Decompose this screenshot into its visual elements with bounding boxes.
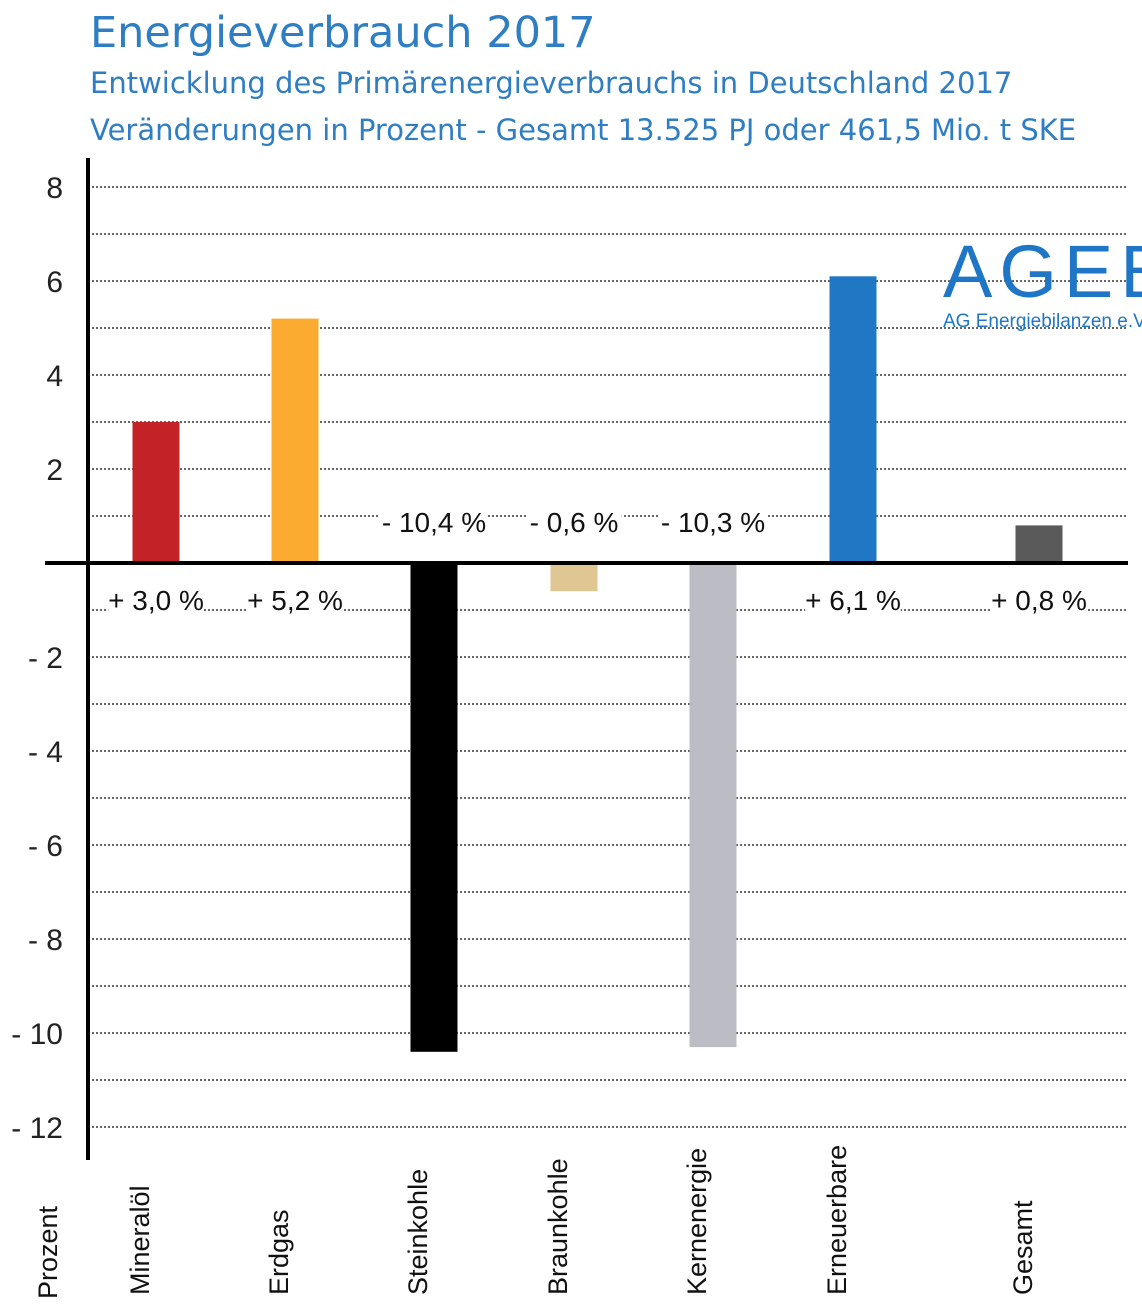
category-label: Kernenergie (682, 1148, 712, 1295)
data-label-background (659, 506, 767, 540)
data-label: - 10,3 % (661, 507, 765, 538)
y-tick-label: - 12 (11, 1112, 63, 1145)
chart-subtitle-1: Entwicklung des Primärenergieverbrauchs … (90, 66, 1013, 100)
data-label: + 3,0 % (108, 585, 204, 616)
data-label: - 0,6 % (530, 507, 619, 538)
category-labels: Mineralöl Erdgas Steinkohle Braunkohle Kerne… (125, 1145, 1038, 1295)
bar (1015, 525, 1063, 563)
y-tick-label: - 2 (28, 642, 63, 675)
data-label: + 0,8 % (991, 585, 1087, 616)
bar (132, 422, 180, 563)
category-label: Erneuerbare (822, 1145, 852, 1295)
chart-subtitle-2: Veränderungen in Prozent - Gesamt 13.525… (90, 113, 1077, 147)
chart-title: Energieverbrauch 2017 (90, 8, 596, 58)
data-label: - 10,4 % (382, 507, 486, 538)
y-tick-label: 8 (46, 172, 63, 205)
data-label-background (247, 584, 343, 618)
y-tick-label: 2 (46, 454, 63, 487)
data-label: + 5,2 % (247, 585, 343, 616)
y-tick-label: 6 (46, 266, 63, 299)
category-label: Erdgas (264, 1209, 294, 1295)
bar (410, 563, 458, 1052)
y-tick-label: - 4 (28, 736, 63, 769)
y-tick-label: 4 (46, 360, 63, 393)
category-label: Braunkohle (543, 1158, 573, 1295)
data-label-background (805, 584, 901, 618)
data-label-background (991, 584, 1087, 618)
y-tick-labels: 8 6 4 2 - 2 - 4 - 6 - 8 - 10 - 12 (11, 172, 63, 1145)
y-axis-label: Prozent (33, 1205, 63, 1299)
data-labels: + 3,0 % + 5,2 % - 10,4 % - 0,6 % - 10,3 % + 6… (108, 506, 1087, 618)
y-tick-label: - 10 (11, 1018, 63, 1051)
data-label: + 6,1 % (805, 585, 901, 616)
data-label-background (108, 584, 204, 618)
y-tick-label: - 8 (28, 924, 63, 957)
category-label: Mineralöl (125, 1185, 155, 1295)
category-label: Gesamt (1008, 1200, 1038, 1295)
bar (550, 563, 598, 592)
logo-wordmark: AGEB (943, 230, 1142, 313)
category-label: Steinkohle (403, 1169, 433, 1295)
bar (689, 563, 737, 1048)
data-label-background (380, 506, 488, 540)
bars (132, 276, 1063, 1052)
logo-subtitle: AG Energiebilanzen e.V. (943, 311, 1142, 332)
bar (829, 276, 877, 563)
data-label-background (526, 506, 622, 540)
bar (271, 318, 319, 563)
y-tick-label: - 6 (28, 830, 63, 863)
ageb-logo: AGEB AG Energiebilanzen e.V. (943, 230, 1142, 332)
gridlines (88, 186, 1128, 1128)
